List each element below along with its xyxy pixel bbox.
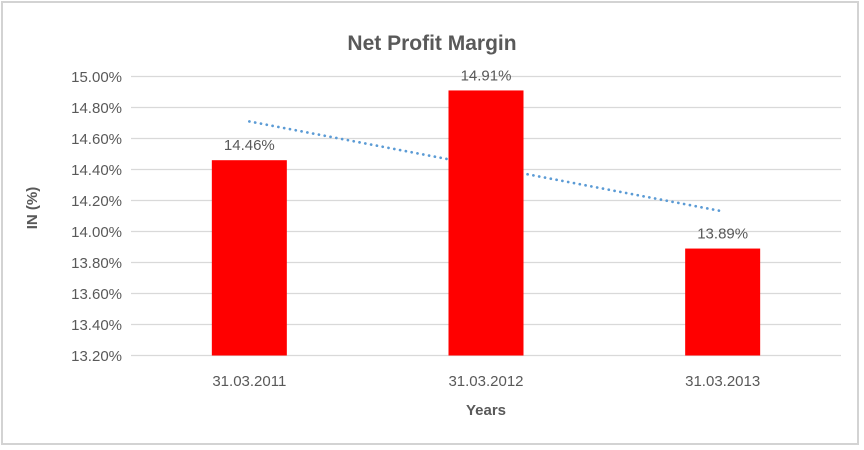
y-tick-label: 14.80% [71,100,122,117]
x-category-label: 31.03.2012 [448,373,523,390]
y-tick-label: 13.40% [71,317,122,334]
y-tick-label: 13.60% [71,286,122,303]
bar [448,90,524,356]
bar [211,160,287,356]
chart-title: Net Profit Margin [347,32,516,55]
y-tick-label: 14.20% [71,193,122,210]
x-category-label: 31.03.2013 [685,373,760,390]
bar-data-label: 14.91% [461,67,512,84]
y-axis-title: IN (%) [24,187,41,230]
bar-data-label: 14.46% [224,137,275,154]
bar [685,248,761,356]
y-tick-label: 14.00% [71,224,122,241]
x-axis-title: Years [466,402,506,419]
y-tick-label: 15.00% [71,69,122,86]
y-tick-label: 14.60% [71,131,122,148]
bar-data-label: 13.89% [697,226,748,243]
bars-layer [211,90,761,356]
y-tick-label: 13.20% [71,348,122,365]
x-category-label: 31.03.2011 [212,373,286,390]
y-tick-label: 13.80% [71,255,122,272]
labels-layer: 15.00% 14.80% 14.60% 14.40% 14.20% 14.00% 13.8… [71,67,760,390]
y-tick-label: 14.40% [71,162,122,179]
